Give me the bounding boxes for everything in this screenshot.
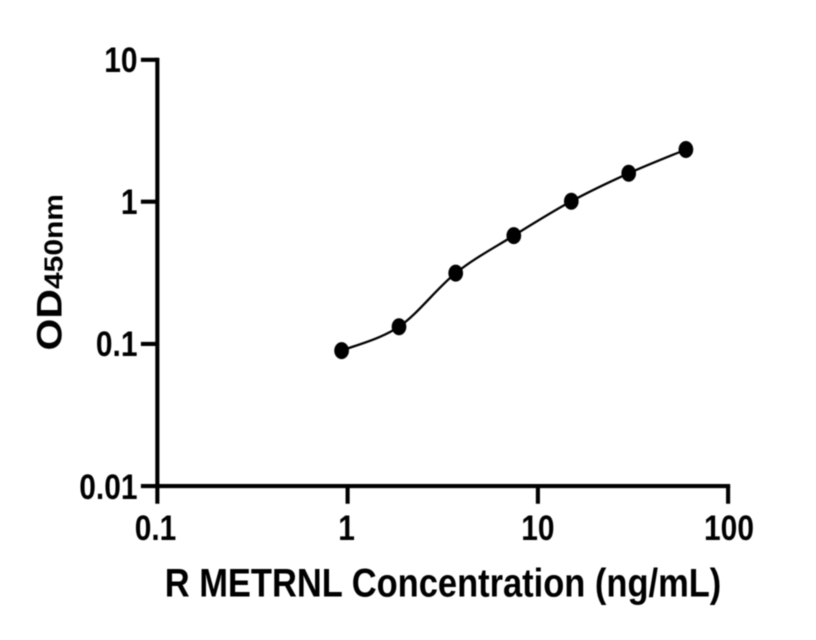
svg-text:R METRNL Concentration (ng/mL): R METRNL Concentration (ng/mL) xyxy=(165,560,722,605)
svg-text:1: 1 xyxy=(338,509,355,548)
svg-text:0.1: 0.1 xyxy=(135,509,177,548)
svg-text:10: 10 xyxy=(104,41,137,80)
svg-text:0.01: 0.01 xyxy=(79,468,137,507)
svg-text:OD450nm: OD450nm xyxy=(30,194,70,350)
svg-text:10: 10 xyxy=(521,509,554,548)
svg-text:0.1: 0.1 xyxy=(96,325,138,364)
svg-text:100: 100 xyxy=(704,509,754,548)
svg-text:1: 1 xyxy=(121,183,138,222)
